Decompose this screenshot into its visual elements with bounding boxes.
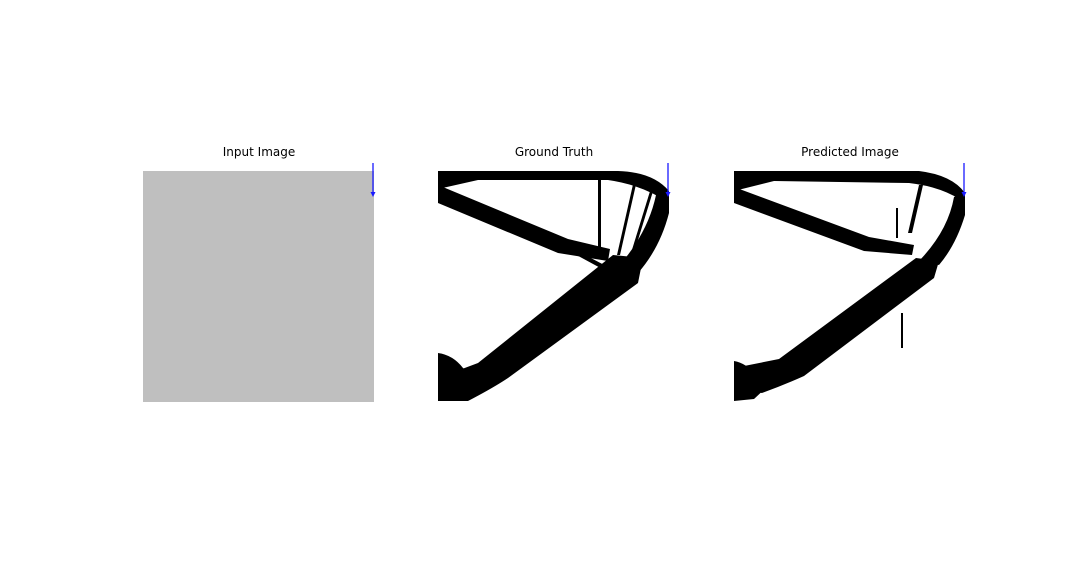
input-image-panel xyxy=(143,163,383,403)
predicted-image-panel xyxy=(734,163,974,403)
panel-title-predicted: Predicted Image xyxy=(801,145,899,159)
predicted-structure xyxy=(734,171,965,401)
panel-title-ground-truth: Ground Truth xyxy=(514,145,594,159)
panel-title-input: Input Image xyxy=(222,145,296,159)
input-domain xyxy=(143,171,374,402)
load-arrow-head xyxy=(370,192,376,197)
load-arrow-head xyxy=(961,192,967,197)
ground-truth-panel xyxy=(438,163,678,403)
ground-truth-structure xyxy=(438,171,669,401)
load-arrow-head xyxy=(665,192,671,197)
